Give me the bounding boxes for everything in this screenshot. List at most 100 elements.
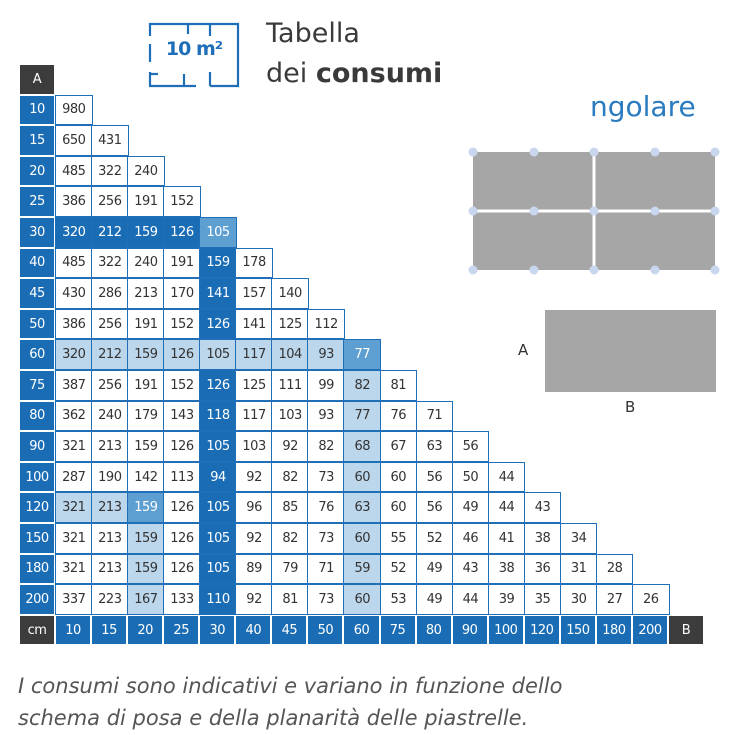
- consumption-cell: 43: [451, 553, 490, 585]
- consumption-cell: 92: [235, 584, 273, 615]
- column-header-b: 25: [163, 614, 200, 646]
- consumption-cell: 82: [343, 370, 382, 401]
- column-header-b: 40: [235, 614, 272, 646]
- consumption-cell: 93: [307, 339, 345, 370]
- corner-b: B: [668, 614, 705, 646]
- consumption-cell: 126: [163, 217, 201, 248]
- title-prefix: dei: [266, 58, 316, 89]
- consumption-cell: 82: [271, 461, 309, 493]
- consumption-cell: 141: [199, 278, 237, 309]
- consumption-cell: 980: [55, 94, 93, 126]
- consumption-cell: 152: [163, 186, 201, 217]
- consumption-cell: 60: [343, 584, 382, 615]
- consumption-cell: 60: [379, 492, 418, 523]
- consumption-cell: 125: [271, 308, 309, 340]
- icon-label: 10 m²: [165, 38, 223, 60]
- consumption-cell: 28: [595, 553, 634, 585]
- consumption-cell: 59: [343, 553, 382, 585]
- row-header-a: 20: [19, 155, 55, 187]
- consumption-cell: 26: [631, 584, 670, 615]
- consumption-cell: 68: [343, 431, 382, 462]
- consumption-cell: 93: [307, 400, 345, 432]
- consumption-cell: 117: [235, 339, 273, 370]
- tile-pattern-diagram: [468, 147, 720, 275]
- consumption-cell: 44: [451, 584, 490, 615]
- consumption-cell: 190: [91, 461, 129, 493]
- consumption-cell: 76: [379, 400, 418, 432]
- consumption-cell: 105: [199, 217, 237, 248]
- consumption-cell: 141: [235, 308, 273, 340]
- consumption-cell: 431: [91, 125, 129, 156]
- consumption-cell: 34: [559, 523, 598, 554]
- tile-label-b: B: [625, 398, 636, 416]
- consumption-cell: 92: [271, 431, 309, 462]
- consumption-cell: 105: [199, 339, 237, 370]
- row-header-a: 15: [19, 125, 55, 156]
- consumption-cell: 104: [271, 339, 309, 370]
- consumption-cell: 223: [91, 584, 129, 615]
- tile-corner-dot: [468, 147, 478, 157]
- consumption-cell: 213: [91, 431, 129, 462]
- consumption-cell: 240: [91, 400, 129, 432]
- consumption-cell: 105: [199, 431, 237, 462]
- consumption-cell: 387: [55, 370, 93, 401]
- tile-dimension-diagram: [545, 310, 716, 392]
- row-header-a: 150: [19, 523, 55, 554]
- tile-corner-dot: [529, 265, 539, 275]
- consumption-cell: 126: [163, 339, 201, 370]
- consumption-cell: 105: [199, 553, 237, 585]
- consumption-cell: 485: [55, 247, 93, 279]
- row-header-a: 80: [19, 400, 55, 432]
- consumption-cell: 103: [271, 400, 309, 432]
- tile-corner-dot: [589, 265, 599, 275]
- row-header-a: 180: [19, 553, 55, 585]
- consumption-cell: 44: [487, 492, 526, 523]
- consumption-cell: 35: [523, 584, 562, 615]
- row-header-a: 100: [19, 461, 55, 493]
- consumption-cell: 126: [199, 308, 237, 340]
- consumption-cell: 52: [379, 553, 418, 585]
- footnote: I consumi sono indicativi e variano in f…: [18, 670, 562, 734]
- consumption-cell: 30: [559, 584, 598, 615]
- consumption-cell: 386: [55, 308, 93, 340]
- consumption-cell: 73: [307, 461, 345, 493]
- consumption-cell: 82: [271, 523, 309, 554]
- tile-corner-dot: [529, 206, 539, 216]
- consumption-cell: 38: [523, 523, 562, 554]
- title-bold: consumi: [315, 58, 443, 89]
- consumption-cell: 60: [379, 461, 418, 493]
- tile-corner-dot: [710, 206, 720, 216]
- consumption-cell: 143: [163, 400, 201, 432]
- consumption-cell: 485: [55, 155, 93, 187]
- tile-corner-dot: [468, 265, 478, 275]
- tile-corner-dot: [529, 147, 539, 157]
- consumption-cell: 81: [379, 370, 418, 401]
- title-line2: dei consumi: [266, 58, 442, 89]
- row-header-a: 60: [19, 339, 55, 370]
- consumption-cell: 286: [91, 278, 129, 309]
- consumption-cell: 63: [415, 431, 454, 462]
- consumption-cell: 191: [127, 308, 165, 340]
- row-header-a: 10: [19, 94, 55, 126]
- consumption-cell: 256: [91, 308, 129, 340]
- column-header-b: 75: [379, 614, 416, 646]
- column-header-b: 80: [415, 614, 452, 646]
- column-header-b: 10: [55, 614, 92, 646]
- consumption-cell: 126: [163, 553, 201, 585]
- consumption-cell: 71: [415, 400, 454, 432]
- column-header-b: 15: [91, 614, 128, 646]
- consumption-cell: 79: [271, 553, 309, 585]
- row-header-a: 90: [19, 431, 55, 462]
- tile-corner-dot: [589, 147, 599, 157]
- consumption-cell: 167: [127, 584, 165, 615]
- consumption-cell: 321: [55, 431, 93, 462]
- consumption-cell: 73: [307, 584, 345, 615]
- row-header-a: 75: [19, 370, 55, 401]
- consumption-cell: 386: [55, 186, 93, 217]
- column-header-b: 180: [595, 614, 632, 646]
- consumption-cell: 46: [451, 523, 490, 554]
- consumption-cell: 321: [55, 492, 93, 523]
- consumption-cell: 126: [199, 370, 237, 401]
- consumption-cell: 56: [451, 431, 490, 462]
- consumption-cell: 92: [235, 461, 273, 493]
